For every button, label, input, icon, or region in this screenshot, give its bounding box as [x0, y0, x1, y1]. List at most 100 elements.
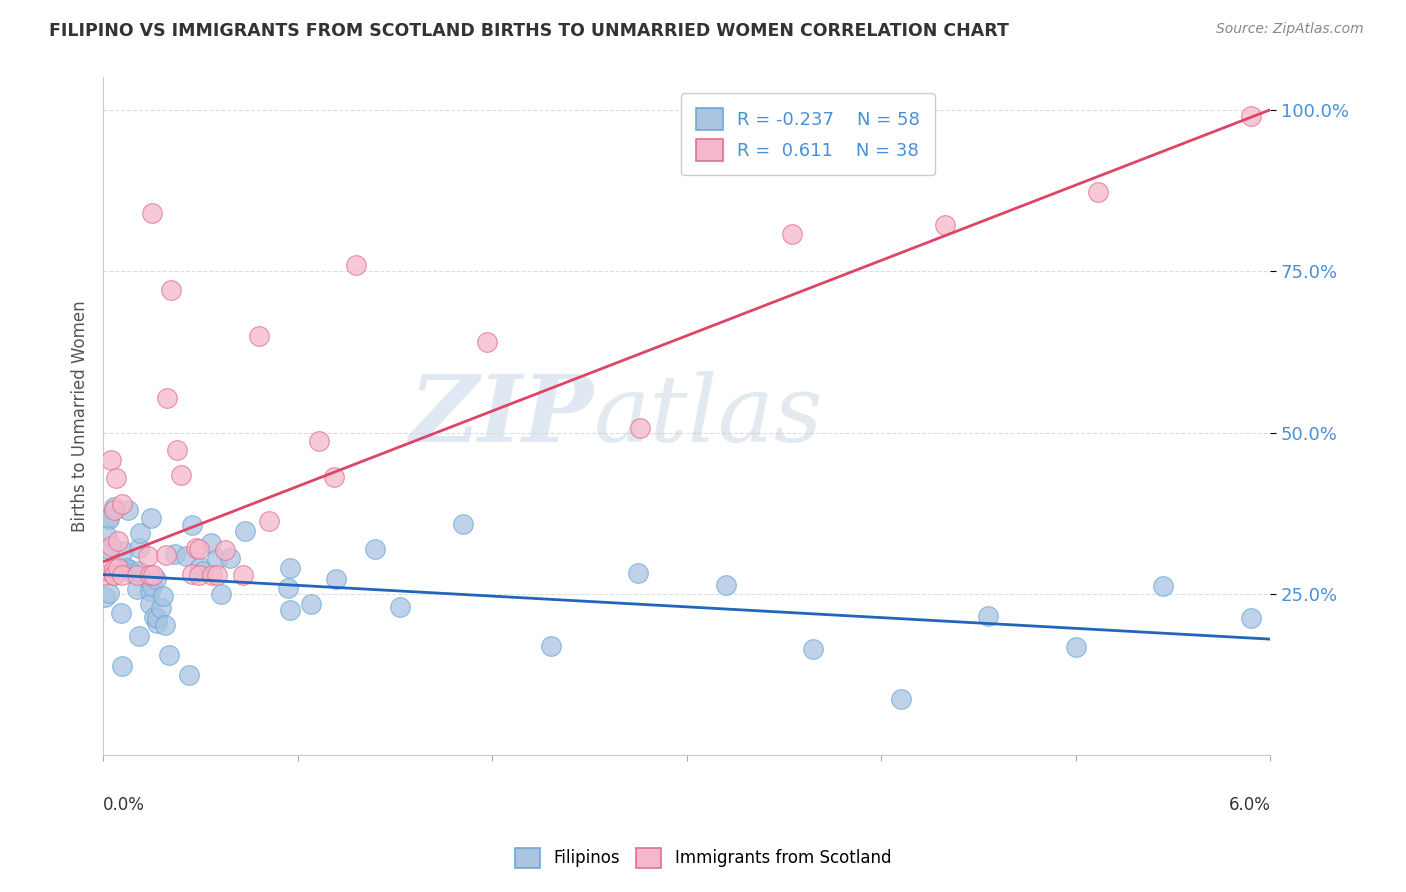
Point — [180, 517, 202, 532]
Point — [100, 453, 122, 467]
Legend: R = -0.237    N = 58, R =  0.611    N = 38: R = -0.237 N = 58, R = 0.611 N = 38 — [682, 94, 935, 175]
Point — [181, 567, 204, 582]
Point — [139, 510, 162, 524]
Point — [117, 561, 139, 575]
Point — [179, 667, 201, 681]
Point — [540, 639, 562, 653]
Point — [141, 579, 163, 593]
Point — [890, 692, 912, 706]
Point — [977, 609, 1000, 624]
Point — [188, 567, 211, 582]
Text: Source: ZipAtlas.com: Source: ZipAtlas.com — [1216, 22, 1364, 37]
Point — [1240, 109, 1263, 123]
Point — [299, 598, 322, 612]
Point — [127, 567, 149, 582]
Point — [627, 566, 650, 580]
Point — [364, 541, 387, 556]
Point — [97, 510, 120, 524]
Point — [128, 564, 150, 578]
Point — [247, 328, 270, 343]
Point — [100, 539, 122, 553]
Point — [142, 567, 165, 582]
Point — [160, 284, 183, 298]
Point — [128, 541, 150, 555]
Point — [153, 617, 176, 632]
Text: atlas: atlas — [593, 371, 823, 461]
Point — [136, 549, 159, 563]
Point — [121, 566, 143, 581]
Point — [801, 642, 824, 657]
Point — [107, 561, 129, 575]
Point — [1240, 611, 1263, 625]
Point — [96, 529, 118, 543]
Legend: Filipinos, Immigrants from Scotland: Filipinos, Immigrants from Scotland — [508, 841, 898, 875]
Point — [94, 563, 117, 577]
Point — [325, 572, 347, 586]
Point — [170, 467, 193, 482]
Point — [218, 551, 240, 566]
Point — [103, 503, 125, 517]
Point — [188, 542, 211, 557]
Point — [257, 514, 280, 528]
Point — [117, 503, 139, 517]
Point — [190, 559, 212, 574]
Point — [782, 227, 804, 241]
Point — [128, 628, 150, 642]
Text: 0.0%: 0.0% — [103, 796, 145, 814]
Text: ZIP: ZIP — [409, 371, 593, 461]
Point — [451, 517, 474, 532]
Point — [201, 567, 224, 582]
Point — [103, 567, 125, 582]
Point — [200, 536, 222, 550]
Point — [125, 582, 148, 596]
Point — [146, 616, 169, 631]
Point — [322, 470, 344, 484]
Point — [166, 443, 188, 458]
Point — [156, 391, 179, 405]
Point — [98, 512, 121, 526]
Point — [389, 600, 412, 615]
Point — [141, 206, 163, 220]
Point — [97, 586, 120, 600]
Point — [176, 549, 198, 564]
Point — [714, 578, 737, 592]
Point — [136, 574, 159, 588]
Point — [163, 547, 186, 561]
Point — [186, 541, 208, 556]
Point — [111, 567, 134, 582]
Point — [98, 541, 121, 556]
Point — [209, 587, 232, 601]
Point — [139, 584, 162, 599]
Point — [103, 562, 125, 576]
Point — [129, 525, 152, 540]
Point — [308, 434, 330, 448]
Point — [146, 611, 169, 625]
Point — [475, 334, 498, 349]
Point — [934, 219, 956, 233]
Point — [152, 589, 174, 603]
Point — [139, 597, 162, 611]
Text: FILIPINO VS IMMIGRANTS FROM SCOTLAND BIRTHS TO UNMARRIED WOMEN CORRELATION CHART: FILIPINO VS IMMIGRANTS FROM SCOTLAND BIR… — [49, 22, 1010, 40]
Point — [155, 549, 177, 563]
Point — [233, 524, 256, 538]
Point — [1152, 579, 1174, 593]
Point — [107, 533, 129, 548]
Point — [112, 544, 135, 558]
Point — [628, 421, 651, 435]
Point — [94, 567, 117, 582]
Point — [278, 603, 301, 617]
Point — [142, 610, 165, 624]
Point — [110, 606, 132, 620]
Point — [157, 648, 180, 662]
Point — [104, 471, 127, 485]
Point — [111, 658, 134, 673]
Point — [111, 497, 134, 511]
Text: 6.0%: 6.0% — [1229, 796, 1271, 814]
Point — [1064, 640, 1087, 654]
Point — [103, 500, 125, 515]
Point — [232, 567, 254, 582]
Point — [118, 563, 141, 577]
Point — [205, 551, 228, 566]
Point — [94, 591, 117, 605]
Point — [145, 572, 167, 586]
